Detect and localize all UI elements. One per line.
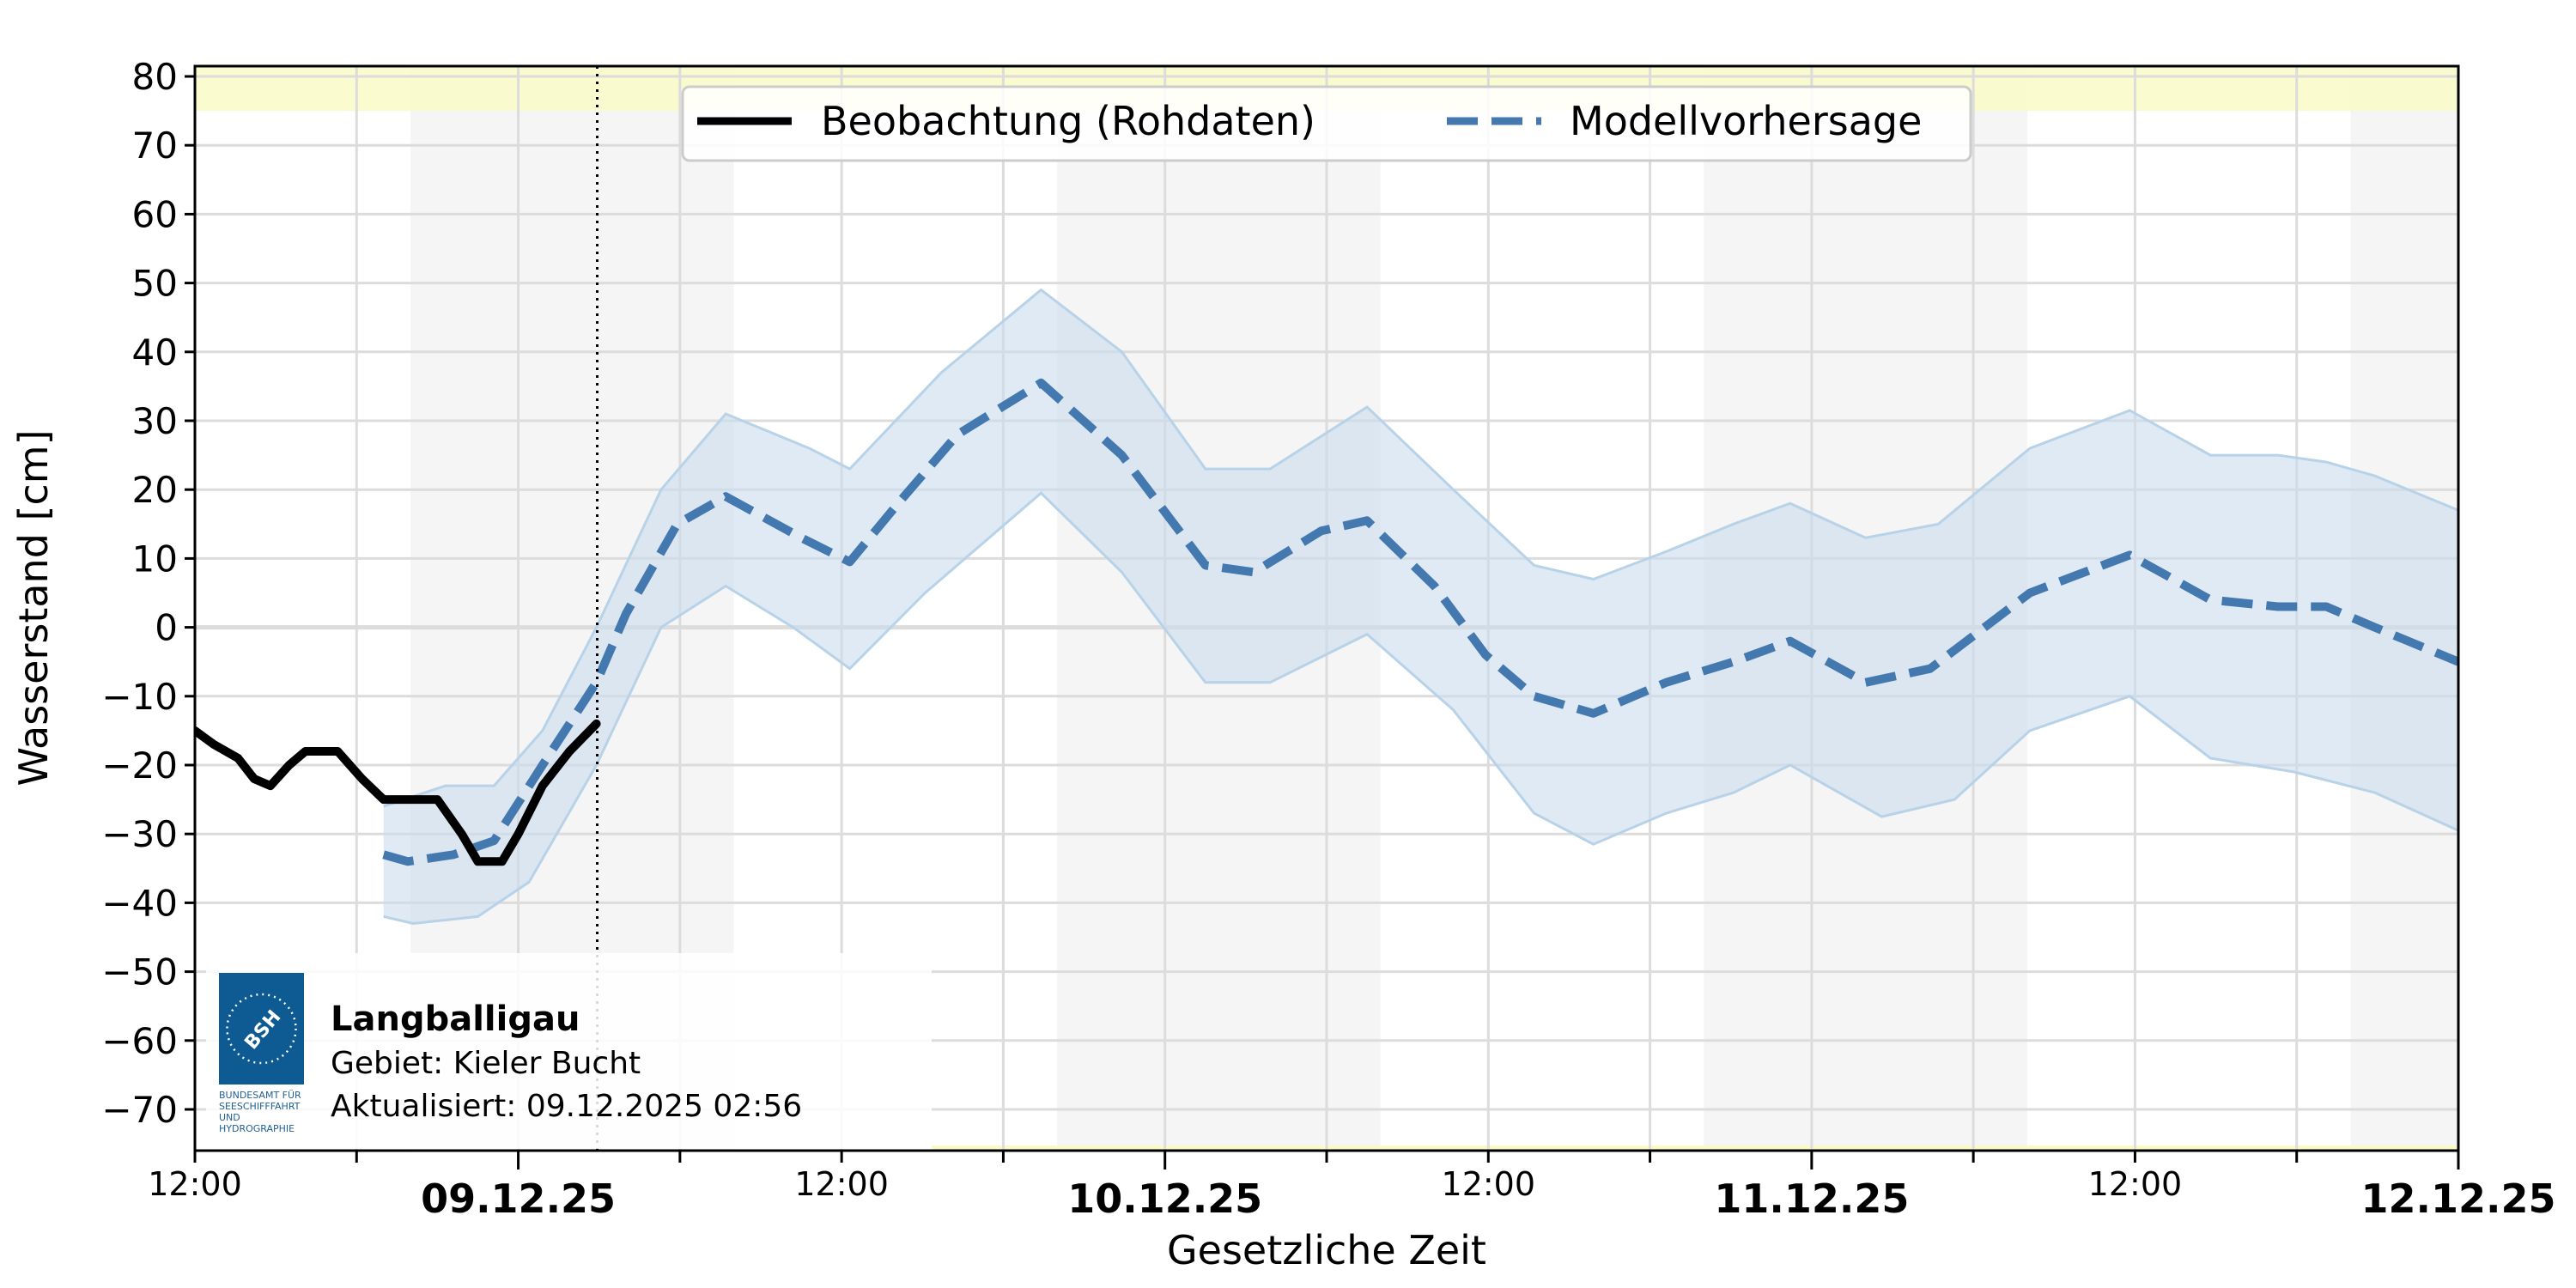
station-area: Gebiet: Kieler Bucht <box>331 1046 641 1081</box>
x-date-label: 09.12.25 <box>421 1176 616 1222</box>
y-tick-label: 60 <box>132 193 178 235</box>
y-tick-label: −70 <box>101 1089 178 1131</box>
y-tick-label: 50 <box>132 263 178 305</box>
upper-bound-line <box>383 288 2458 808</box>
forecast-uncertainty-band <box>383 288 2458 926</box>
x-date-label: 11.12.25 <box>1714 1176 1909 1222</box>
y-tick-label: 30 <box>132 400 178 442</box>
y-tick-label: −60 <box>101 1020 178 1062</box>
x-date-label: 10.12.25 <box>1067 1176 1262 1222</box>
legend-observation-label: Beobachtung (Rohdaten) <box>821 98 1315 144</box>
bsh-logo-caption-2: SEESCHIFFFAHRT <box>219 1101 301 1112</box>
x-axis-title: Gesetzliche Zeit <box>1167 1227 1486 1273</box>
y-tick-label: 0 <box>155 607 178 649</box>
forecast-line <box>382 378 2458 866</box>
y-tick-label: −50 <box>101 951 178 993</box>
y-tick-label: −20 <box>101 744 178 787</box>
bsh-logo-block <box>219 973 304 1084</box>
bsh-logo-caption-1: BUNDESAMT FÜR <box>219 1090 301 1101</box>
x-time-label: 12:00 <box>148 1165 242 1203</box>
observation-line <box>195 719 601 866</box>
bsh-logo-caption-4: HYDROGRAPHIE <box>219 1123 295 1134</box>
lower-bound-line <box>383 491 2458 926</box>
y-tick-label: 40 <box>132 331 178 374</box>
bsh-logo-caption-3: UND <box>219 1112 240 1123</box>
legend-forecast-label: Modellvorhersage <box>1570 98 1922 144</box>
station-info-box: BSH BUNDESAMT FÜR SEESCHIFFFAHRT UND HYD… <box>206 953 932 1149</box>
y-tick-label: 20 <box>132 469 178 511</box>
y-tick-label: −40 <box>101 882 178 924</box>
station-name: Langballigau <box>331 999 580 1039</box>
y-axis-ticks: 80 70 60 50 40 30 20 10 0 −10 −20 −30 −40 −50 −60 −70 <box>101 56 195 1131</box>
x-time-label: 12:00 <box>1442 1165 1536 1203</box>
last-updated: Aktualisiert: 09.12.2025 02:56 <box>331 1089 802 1124</box>
y-tick-label: −10 <box>101 676 178 718</box>
warning-band-bottom <box>932 1145 2458 1151</box>
data-lines <box>195 378 2458 866</box>
bsh-logo-ring-icon <box>226 993 297 1065</box>
uncertainty-fill <box>383 289 2458 924</box>
x-date-label: 12.12.25 <box>2361 1176 2556 1222</box>
y-tick-label: 80 <box>132 56 178 98</box>
legend-box <box>681 85 1972 162</box>
bsh-logo: BSH BUNDESAMT FÜR SEESCHIFFFAHRT UND HYD… <box>219 973 304 1134</box>
y-tick-label: 10 <box>132 538 178 580</box>
x-time-label: 12:00 <box>794 1165 889 1203</box>
y-tick-label: 70 <box>132 125 178 167</box>
y-axis-title: Wasserstand [cm] <box>10 429 57 786</box>
legend: Beobachtung (Rohdaten) Modellvorhersage <box>681 85 1972 162</box>
x-axis-ticks: 12:00 09.12.25 12:00 10.12.25 12:00 11.12.25 1… <box>148 1151 2556 1222</box>
x-time-label: 12:00 <box>2088 1165 2183 1203</box>
y-tick-label: −30 <box>101 813 178 855</box>
info-box-background <box>206 953 932 1149</box>
